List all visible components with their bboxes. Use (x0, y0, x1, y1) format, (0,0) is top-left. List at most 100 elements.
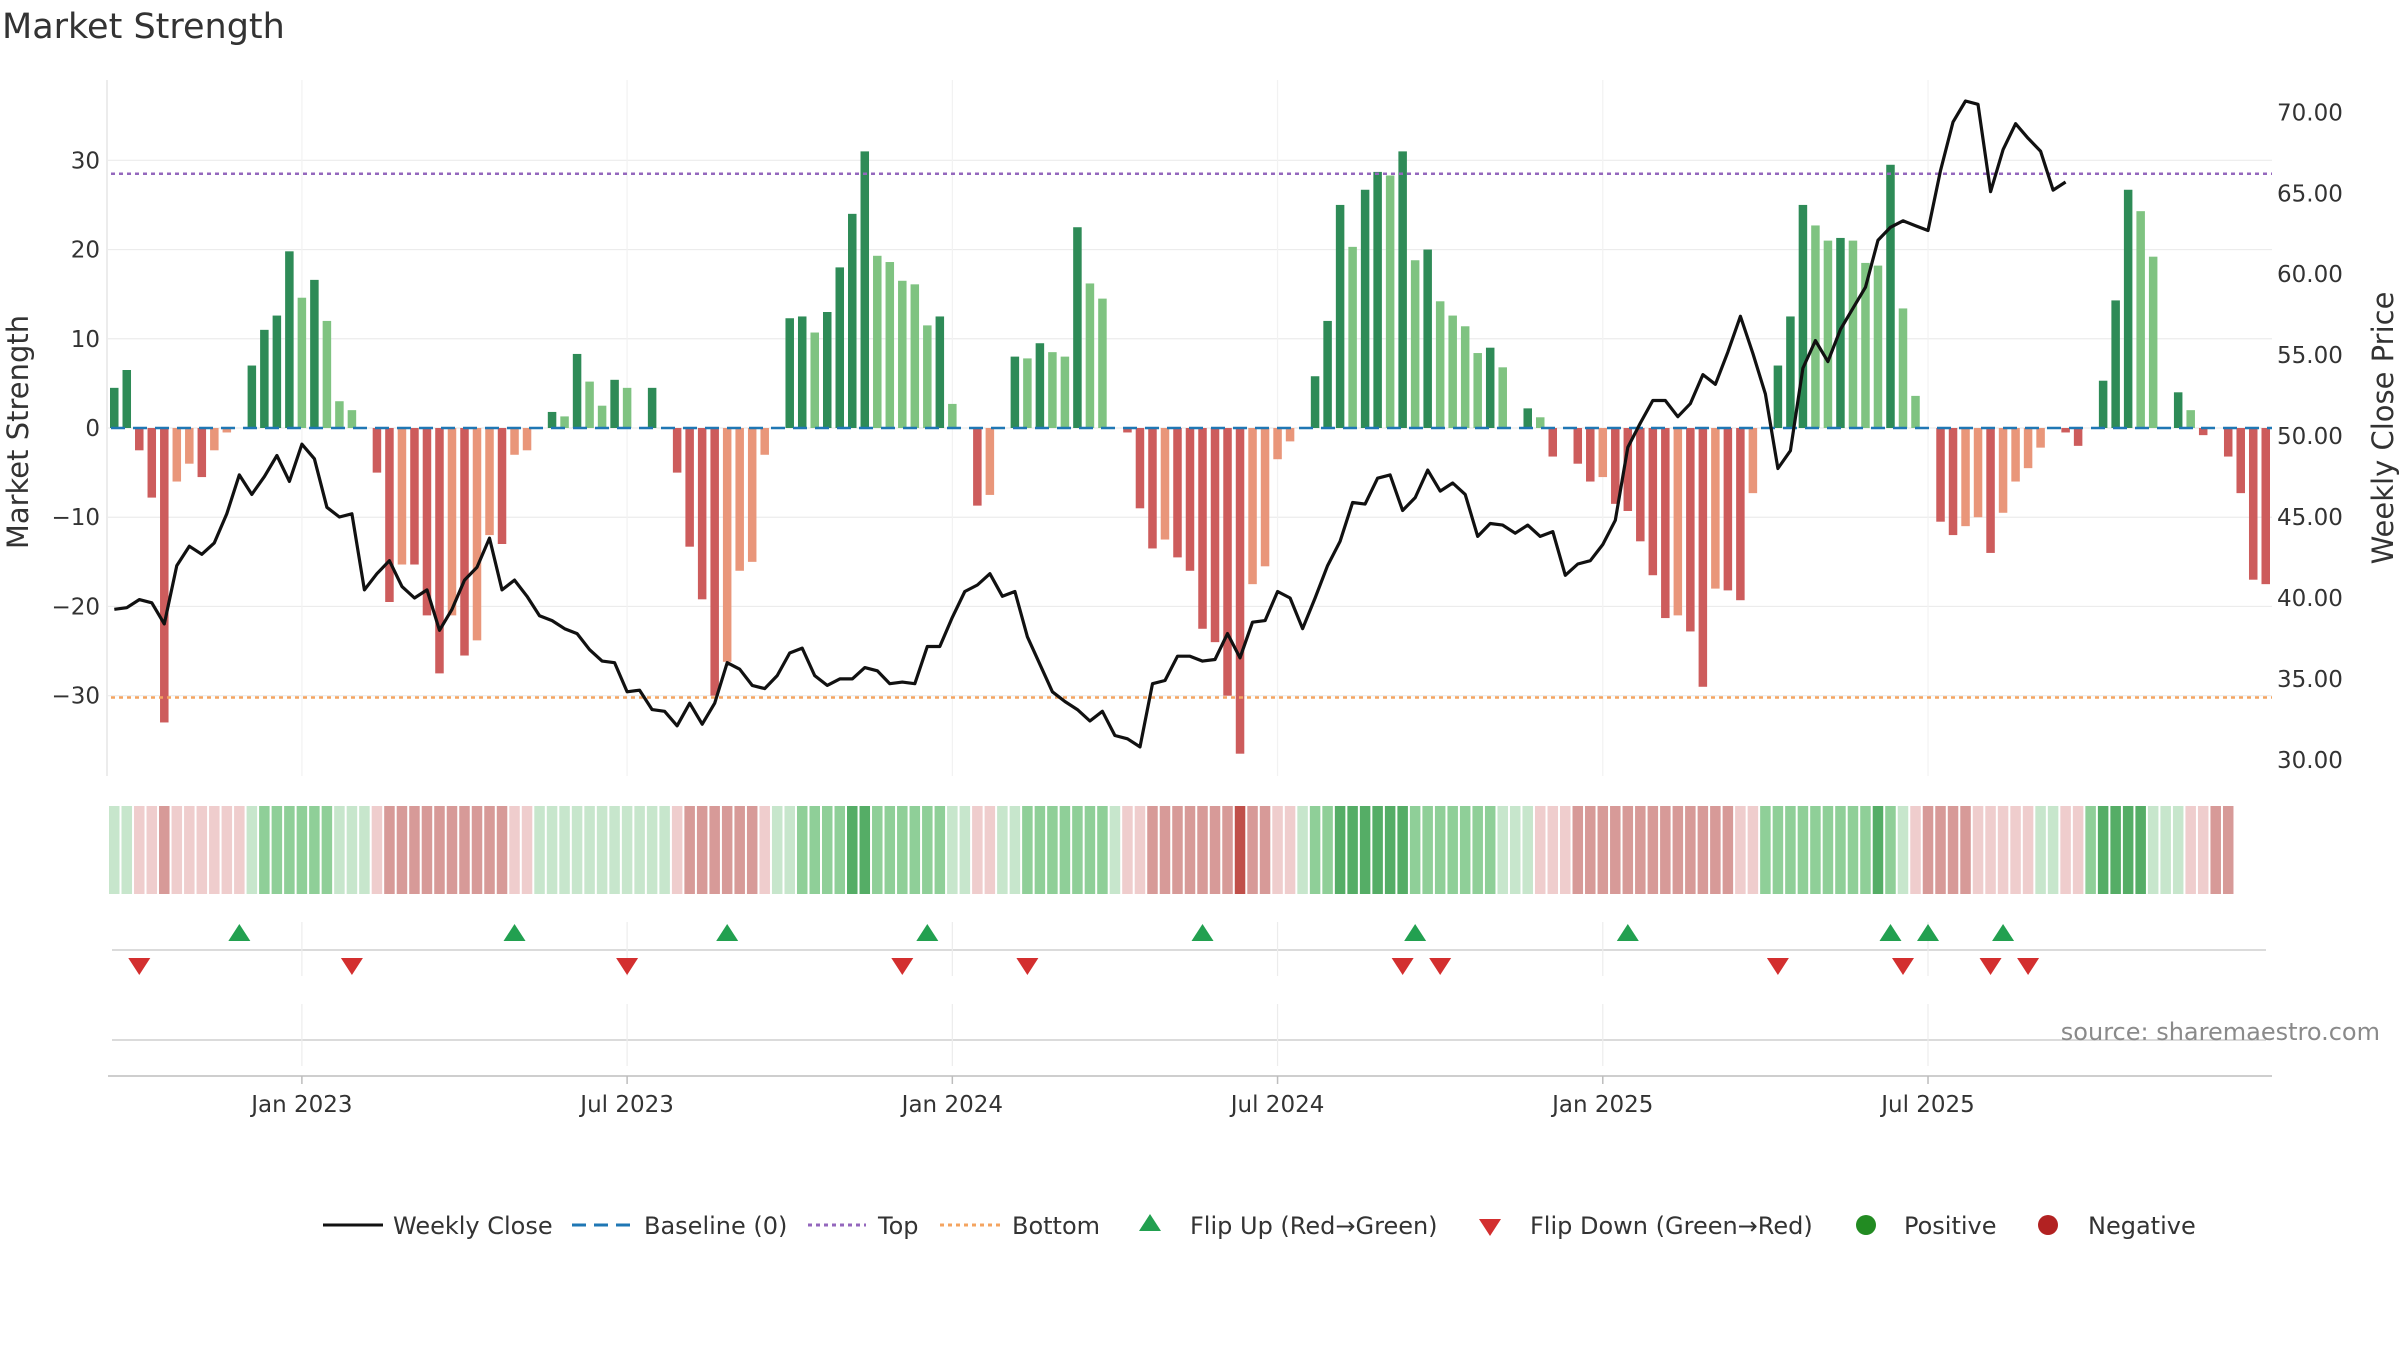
heat-cell (2022, 806, 2034, 894)
strength-bar (585, 381, 594, 428)
left-tick-label: 0 (85, 416, 100, 442)
heat-cell (1084, 806, 1096, 894)
strength-bar (647, 387, 657, 428)
strength-bar (1886, 164, 1895, 428)
strength-bar (1335, 204, 1345, 428)
heat-cell (409, 806, 420, 894)
strength-bar (2223, 428, 2233, 457)
heat-cell (1534, 806, 1546, 894)
strength-bar (1360, 189, 1370, 428)
x-tick-label: Jul 2023 (578, 1092, 674, 1118)
heat-cell (1359, 806, 1371, 894)
legend-negative-swatch (2038, 1215, 2058, 1235)
legend-label: Flip Up (Red→Green) (1190, 1212, 1438, 1240)
heat-cell (1872, 806, 1884, 894)
heat-cell (1772, 806, 1784, 894)
flip-up-marker (1879, 924, 1902, 941)
heat-cell (1059, 806, 1071, 894)
legend-label: Negative (2088, 1212, 2196, 1240)
heat-cell (621, 806, 633, 894)
strength-bar (1961, 428, 1970, 527)
heat-cell (296, 806, 308, 894)
right-axis-label: Weekly Close Price (2366, 292, 2400, 565)
strength-bar (722, 428, 732, 662)
heat-cell (2172, 806, 2184, 894)
heat-cell (109, 806, 120, 894)
strength-bar (1598, 428, 1608, 478)
strength-bar (2098, 380, 2108, 428)
strength-bar (1473, 353, 1482, 428)
source-note: source: sharemaestro.com (2061, 1018, 2380, 1046)
heat-cell (2047, 806, 2059, 894)
strength-bar (1686, 428, 1695, 632)
flip-down-marker (1891, 958, 1914, 975)
heat-cell (1184, 806, 1196, 894)
strength-bar (1185, 428, 1195, 571)
strength-bar (247, 365, 257, 428)
strength-bar (1936, 428, 1945, 522)
flip-down-marker (1016, 958, 1039, 975)
heat-cell (471, 806, 483, 894)
strength-bar (572, 353, 582, 428)
strength-bar (935, 316, 945, 428)
heat-cell (1972, 806, 1984, 894)
heat-cell (1309, 806, 1321, 894)
heat-cell (521, 806, 533, 894)
heat-cell (1497, 806, 1508, 894)
x-tick-label: Jul 2025 (1879, 1092, 1975, 1118)
strength-bar (1673, 428, 1683, 616)
flip-markers-panel (112, 922, 2266, 1066)
strength-bar (797, 316, 807, 428)
heat-cell (509, 806, 520, 894)
heat-cell (384, 806, 395, 894)
legend-label: Bottom (1012, 1212, 1100, 1240)
heat-cell (1222, 806, 1233, 894)
heat-cell (421, 806, 433, 894)
strength-bar (122, 370, 132, 428)
heat-cell (872, 806, 883, 894)
heat-cell (1885, 806, 1896, 894)
strength-bar (822, 312, 832, 428)
x-tick-label: Jan 2024 (900, 1092, 1003, 1118)
heat-cell (1522, 806, 1533, 894)
heat-cell (1334, 806, 1346, 894)
heat-cell (671, 806, 683, 894)
weekly-close-line (114, 99, 2067, 749)
heat-cell (1797, 806, 1809, 894)
heat-cell (1372, 806, 1383, 894)
strength-bar (910, 284, 920, 428)
heat-cell (972, 806, 983, 894)
heat-cell (1710, 806, 1721, 894)
heat-cell (709, 806, 720, 894)
strength-bar (760, 428, 769, 455)
heat-cell (2135, 806, 2146, 894)
heat-cell (947, 806, 958, 894)
strength-bar (1348, 246, 1357, 428)
right-tick-label: 30.00 (2277, 748, 2343, 774)
flip-up-marker (1404, 924, 1427, 941)
heat-cell (1047, 806, 1058, 894)
heat-cell (1447, 806, 1458, 894)
heat-cell (371, 806, 383, 894)
strength-bar (1986, 428, 1995, 553)
right-tick-label: 40.00 (2277, 586, 2343, 612)
heat-cell (1947, 806, 1959, 894)
heat-cell (1985, 806, 1996, 894)
strength-bar (2186, 410, 2195, 428)
heat-cell (1122, 806, 1133, 894)
heat-cell (446, 806, 458, 894)
legend-label: Weekly Close (393, 1212, 553, 1240)
strength-bar (2236, 428, 2245, 494)
heat-cell (209, 806, 220, 894)
flip-down-marker (128, 958, 151, 975)
heat-cell (1672, 806, 1684, 894)
heat-cell (434, 806, 445, 894)
strength-bar (1736, 428, 1745, 601)
strength-bar (110, 387, 119, 428)
heat-cell (796, 806, 808, 894)
heat-cell (1810, 806, 1821, 894)
strength-bar (1548, 428, 1558, 457)
heat-cell (2210, 806, 2221, 894)
strength-bar (1410, 260, 1420, 428)
